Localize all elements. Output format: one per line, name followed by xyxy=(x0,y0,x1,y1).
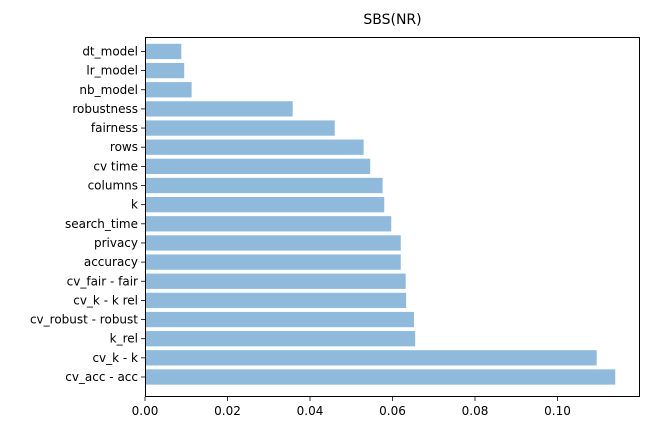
x-tick-label: 0.00 xyxy=(132,404,159,418)
y-tick-label-cv-robust-robust: cv_robust - robust xyxy=(30,313,138,327)
y-tick-label-lr-model: lr_model xyxy=(86,64,138,78)
y-tick-label-cv-time: cv time xyxy=(93,159,138,173)
bar-dt-model xyxy=(145,43,182,60)
bar-nb-model xyxy=(145,82,192,98)
bars-group xyxy=(145,43,616,385)
bar-cv-k-k-rel xyxy=(145,292,407,309)
bar-robustness xyxy=(145,101,293,117)
x-tick-label: 0.04 xyxy=(297,404,324,418)
y-tick-label-cv-fair-fair: cv_fair - fair xyxy=(67,274,138,288)
y-tick-label-columns: columns xyxy=(88,179,138,193)
y-tick-label-k: k xyxy=(131,198,138,212)
bar-k-rel xyxy=(145,331,416,347)
bar-cv-k-k xyxy=(145,350,597,366)
y-tick-label-cv-acc-acc: cv_acc - acc xyxy=(65,370,138,384)
bar-cv-fair-fair xyxy=(145,273,406,289)
plot-area-frame xyxy=(145,37,640,397)
bar-rows xyxy=(145,139,364,155)
y-tick-label-fairness: fairness xyxy=(91,121,138,135)
bar-search-time xyxy=(145,216,392,232)
bar-cv-acc-acc xyxy=(145,369,616,385)
x-tick-label: 0.02 xyxy=(214,404,241,418)
y-tick-label-privacy: privacy xyxy=(94,236,138,250)
y-tick-label-cv-k-k: cv_k - k xyxy=(92,351,138,365)
x-tick-label: 0.08 xyxy=(462,404,489,418)
y-tick-label-robustness: robustness xyxy=(72,102,138,116)
bar-lr-model xyxy=(145,62,185,79)
y-tick-label-search-time: search_time xyxy=(65,217,138,231)
bar-privacy xyxy=(145,235,401,251)
y-tick-label-rows: rows xyxy=(110,140,138,154)
chart-title: SBS(NR) xyxy=(363,12,421,28)
bar-cv-time xyxy=(145,158,371,174)
bar-columns xyxy=(145,177,383,194)
y-tick-label-dt-model: dt_model xyxy=(82,44,138,58)
y-tick-label-k-rel: k_rel xyxy=(110,332,138,346)
bar-k xyxy=(145,197,385,213)
x-tick-label: 0.10 xyxy=(544,404,571,418)
x-tick-label: 0.06 xyxy=(379,404,406,418)
y-axis: cv_acc - acc cv_k - k k_rel cv_robust - rob… xyxy=(30,44,145,384)
y-tick-label-cv-k-k-rel: cv_k - k rel xyxy=(73,293,138,307)
y-tick-label-nb-model: nb_model xyxy=(79,83,138,97)
bar-fairness xyxy=(145,120,335,136)
x-axis: 0.00 0.02 0.04 0.06 0.08 0.10 xyxy=(132,397,571,418)
bar-accuracy xyxy=(145,254,401,270)
bar-cv-robust-robust xyxy=(145,311,414,328)
y-tick-label-accuracy: accuracy xyxy=(84,255,138,269)
